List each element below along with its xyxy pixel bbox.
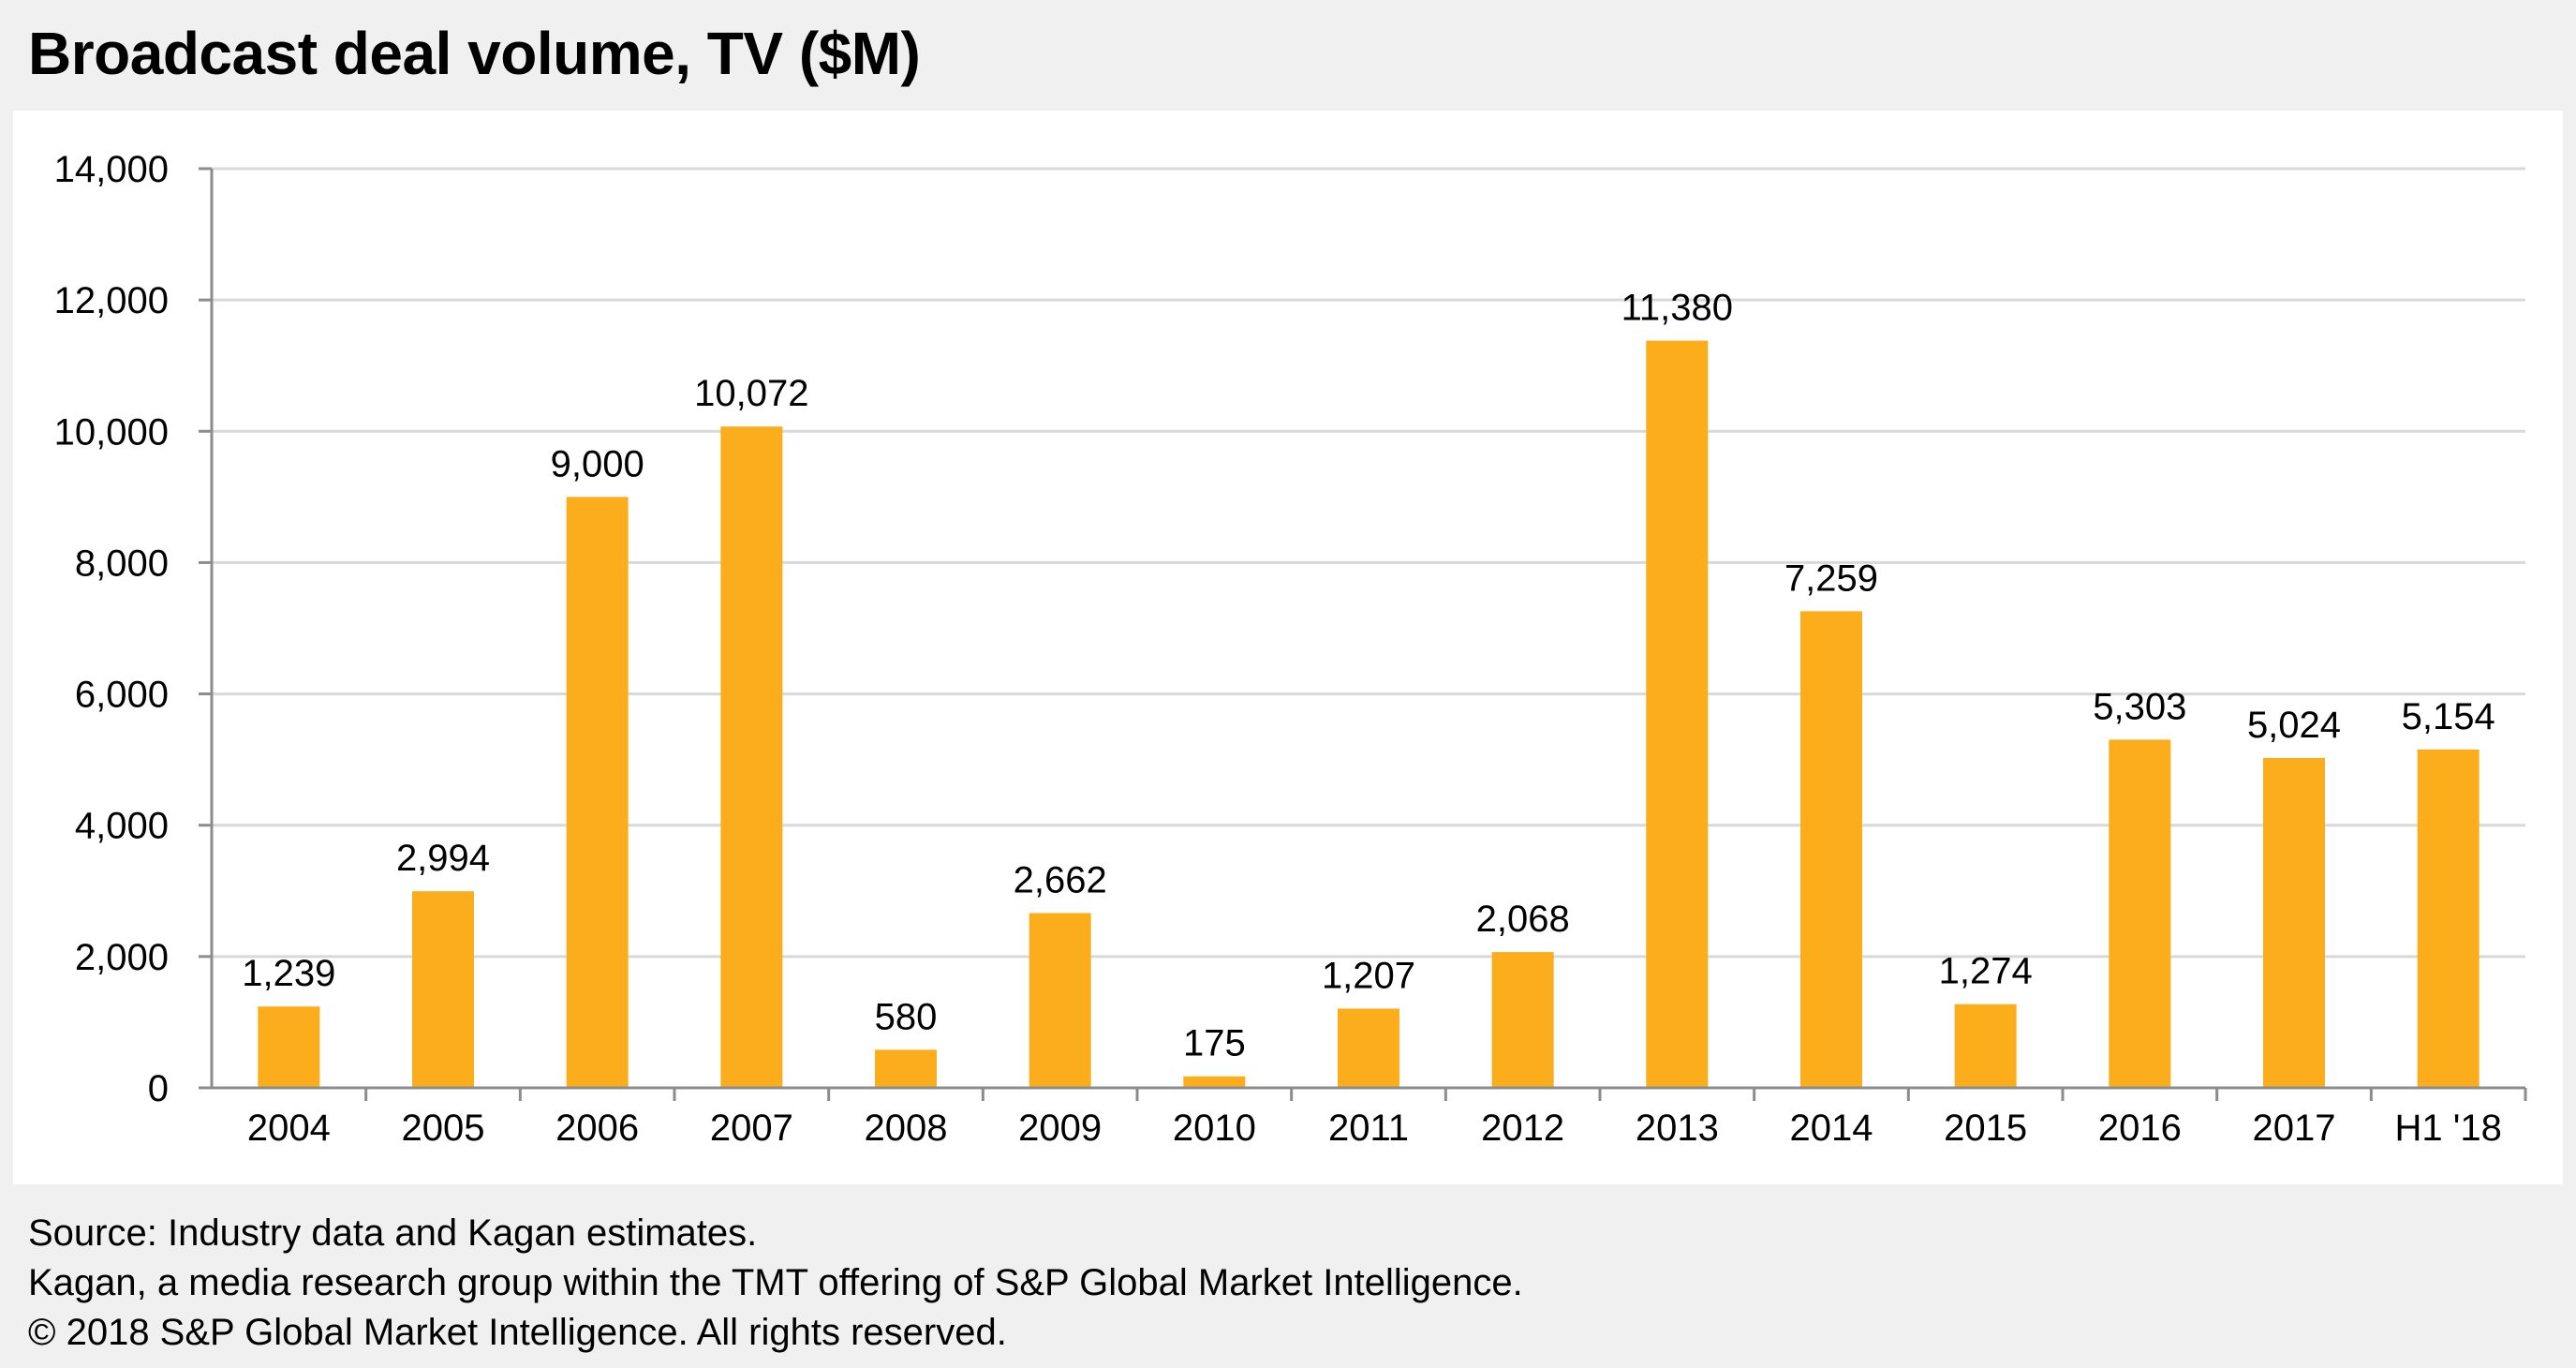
axes [199, 167, 2527, 1101]
attribution-note: Kagan, a media research group within the… [28, 1262, 1523, 1303]
x-tick-label: 2014 [1790, 1108, 1873, 1149]
bar [1800, 611, 1862, 1088]
y-tick-label: 14,000 [54, 149, 169, 190]
bar [258, 1006, 320, 1088]
data-label: 9,000 [551, 443, 644, 484]
data-label: 1,207 [1322, 955, 1415, 996]
y-tick-label: 2,000 [75, 937, 169, 978]
x-tick-label: 2010 [1173, 1108, 1256, 1149]
y-tick-label: 6,000 [75, 675, 169, 716]
y-tick-label: 10,000 [54, 411, 169, 453]
chart-title: Broadcast deal volume, TV ($M) [28, 20, 921, 87]
data-label: 2,994 [396, 838, 490, 879]
bar [1646, 340, 1709, 1088]
x-tick-label: 2007 [710, 1108, 793, 1149]
copyright-note: © 2018 S&P Global Market Intelligence. A… [28, 1312, 1007, 1353]
x-tick-label: 2011 [1328, 1108, 1409, 1149]
data-label: 7,259 [1784, 558, 1878, 599]
x-tick-label: 2008 [865, 1108, 948, 1149]
data-label: 2,662 [1014, 859, 1107, 900]
bar [2109, 739, 2171, 1088]
x-tick-label: 2015 [1944, 1108, 2027, 1149]
bar [875, 1049, 937, 1088]
data-label: 1,274 [1939, 951, 2033, 992]
data-label: 1,239 [242, 953, 335, 994]
x-tick-label: 2006 [555, 1108, 639, 1149]
bar [1029, 913, 1091, 1088]
x-tick-label: 2005 [402, 1108, 485, 1149]
bar [412, 891, 474, 1088]
data-label: 11,380 [1621, 288, 1733, 329]
gridlines [212, 167, 2525, 959]
bar [2263, 757, 2325, 1088]
labels: 0 2,000 4,000 6,000 8,000 10,000 12,000 14,000 1… [54, 149, 2502, 1149]
bar [1491, 952, 1554, 1088]
bar [1338, 1008, 1399, 1088]
bars [258, 340, 2480, 1088]
bar [1954, 1004, 2017, 1088]
source-note: Source: Industry data and Kagan estimate… [28, 1212, 758, 1254]
x-tick-label: 2012 [1481, 1108, 1564, 1149]
x-tick-label: 2009 [1018, 1108, 1102, 1149]
y-tick-label: 12,000 [54, 280, 169, 321]
data-label: 2,068 [1476, 899, 1570, 940]
x-tick-label: 2016 [2098, 1108, 2182, 1149]
data-label: 580 [875, 996, 938, 1037]
data-label: 5,303 [2093, 686, 2186, 727]
x-tick-label: 2004 [247, 1108, 331, 1149]
x-tick-label: 2017 [2253, 1108, 2336, 1149]
y-tick-label: 8,000 [75, 543, 169, 584]
data-label: 10,072 [694, 373, 808, 414]
data-label: 5,024 [2247, 705, 2341, 746]
x-tick-label: H1 '18 [2394, 1108, 2501, 1149]
bar [720, 426, 783, 1088]
bar [2417, 749, 2480, 1088]
data-label: 175 [1183, 1023, 1246, 1064]
y-tick-label: 0 [148, 1068, 169, 1109]
bar [566, 497, 629, 1088]
y-tick-label: 4,000 [75, 806, 169, 847]
data-label: 5,154 [2402, 696, 2495, 737]
x-tick-label: 2013 [1636, 1108, 1719, 1149]
bar [1183, 1076, 1246, 1088]
chart-footer: Source: Industry data and Kagan estimate… [28, 1209, 1523, 1358]
